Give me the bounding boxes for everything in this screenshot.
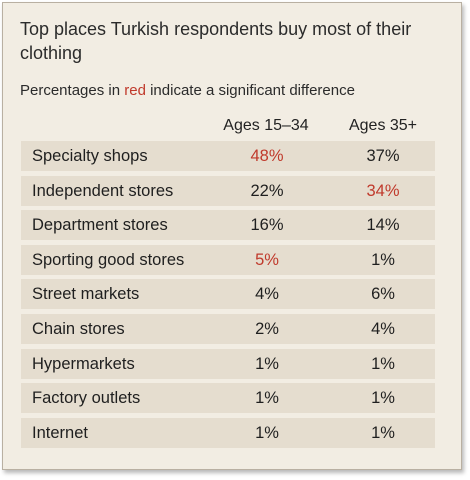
chart-subtitle: Percentages in red indicate a significan… [20,81,450,101]
value-ages-15-34: 48% [250,147,284,165]
value-ages-15-34: 4% [255,285,279,304]
data-table: Specialty shops 48% 37% Independent stores 2… [21,141,435,452]
value-ages-15-34: 1% [255,389,279,408]
row-category-label: Independent stores [32,181,174,200]
value-ages-15-34: 2% [255,319,279,338]
column-header-ages-35-plus: Ages 35+ [348,117,418,134]
table-row: Specialty shops 48% 37% [21,141,435,171]
table-row: Internet 1% 1% [21,417,435,448]
table-row: Department stores 16% 14% [21,210,435,241]
value-ages-35-plus: 1% [371,389,395,408]
chart-panel: Top places Turkish respondents buy most … [2,2,462,470]
table-row: Independent stores 22% 34% [21,175,435,206]
table-row: Hypermarkets 1% 1% [21,348,435,379]
table-row: Street markets 4% 6% [21,279,435,310]
value-ages-35-plus: 4% [371,319,395,338]
value-ages-35-plus: 1% [371,250,395,269]
value-ages-15-34: 16% [250,216,284,235]
chart-title: Top places Turkish respondents buy most … [20,19,412,63]
value-ages-15-34: 22% [250,181,284,200]
table-row: Sporting good stores 5% 1% [21,244,435,275]
row-category-label: Factory outlets [32,389,141,408]
row-category-label: Internet [32,423,88,442]
subtitle-text-after: indicate a significant difference [145,82,355,99]
value-ages-35-plus: 1% [371,354,395,373]
subtitle-text-before: Percentages in [20,82,125,99]
table-row: Factory outlets 1% 1% [21,383,435,414]
row-category-label: Department stores [32,216,168,235]
subtitle-text-highlight: red [124,82,146,99]
value-ages-15-34: 1% [255,354,279,373]
row-category-label: Specialty shops [32,147,148,165]
column-header-ages-15-34: Ages 15–34 [223,117,309,134]
table-row: Chain stores 2% 4% [21,313,435,344]
row-category-label: Chain stores [32,319,125,338]
row-category-label: Street markets [32,285,140,304]
value-ages-15-34: 1% [255,423,279,442]
value-ages-35-plus: 6% [371,285,395,304]
value-ages-35-plus: 37% [366,147,400,165]
value-ages-35-plus: 1% [371,423,395,442]
row-category-label: Sporting good stores [32,250,185,269]
value-ages-35-plus: 14% [366,216,400,235]
row-category-label: Hypermarkets [32,354,135,373]
value-ages-35-plus: 34% [366,181,400,200]
value-ages-15-34: 5% [255,250,279,269]
